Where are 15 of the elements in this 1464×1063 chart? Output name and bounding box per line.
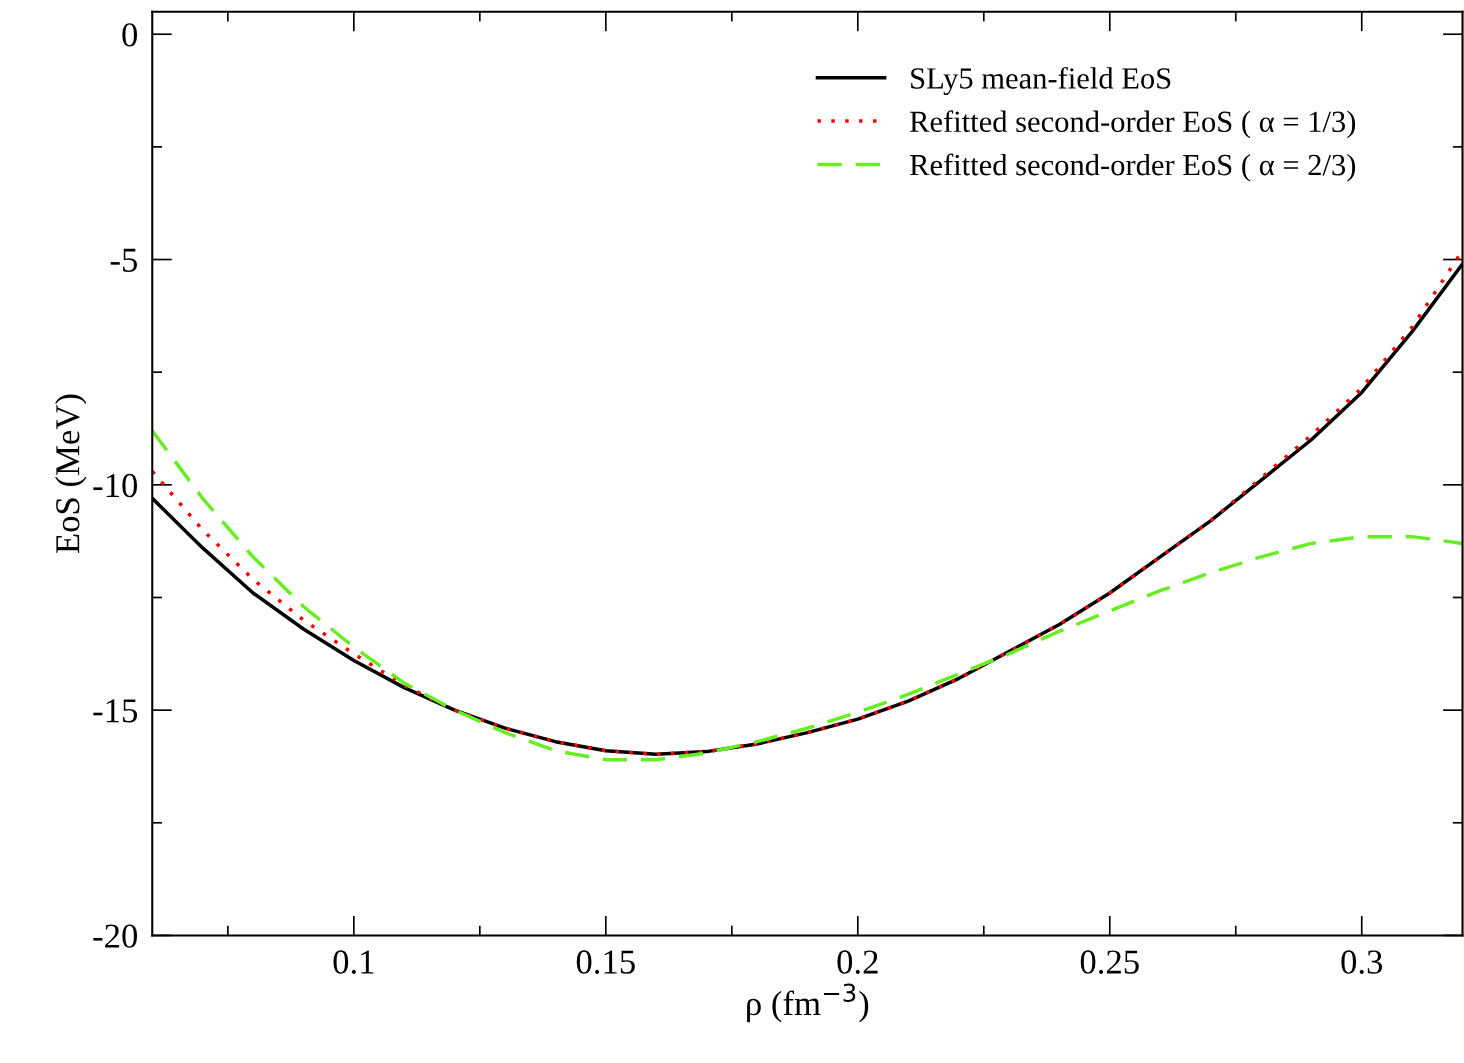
legend-label: SLy5 mean-field EoS	[911, 66, 1171, 96]
y-tick-label: 0	[122, 23, 138, 47]
x-tick-label: 0.15	[576, 950, 635, 974]
y-tick-label: -20	[93, 924, 138, 948]
y-tick-label: -15	[93, 699, 138, 723]
legend-label: Refitted second-order EoS ( α = 2/3)	[909, 153, 1356, 182]
x-tick-label: 0.3	[1341, 950, 1383, 974]
y-tick-label: -5	[110, 248, 138, 272]
y-axis-title: EoS (MeV)	[55, 394, 87, 554]
x-tick-label: 0.1	[333, 950, 374, 974]
x-tick-label: 0.25	[1080, 950, 1139, 974]
y-tick-label: -10	[93, 473, 138, 498]
x-axis-title: ρ (fm$^{−3}$)	[747, 983, 869, 1023]
x-tick-label: 0.2	[837, 950, 878, 974]
legend-label: Refitted second-order EoS ( α = 1/3)	[909, 110, 1356, 139]
